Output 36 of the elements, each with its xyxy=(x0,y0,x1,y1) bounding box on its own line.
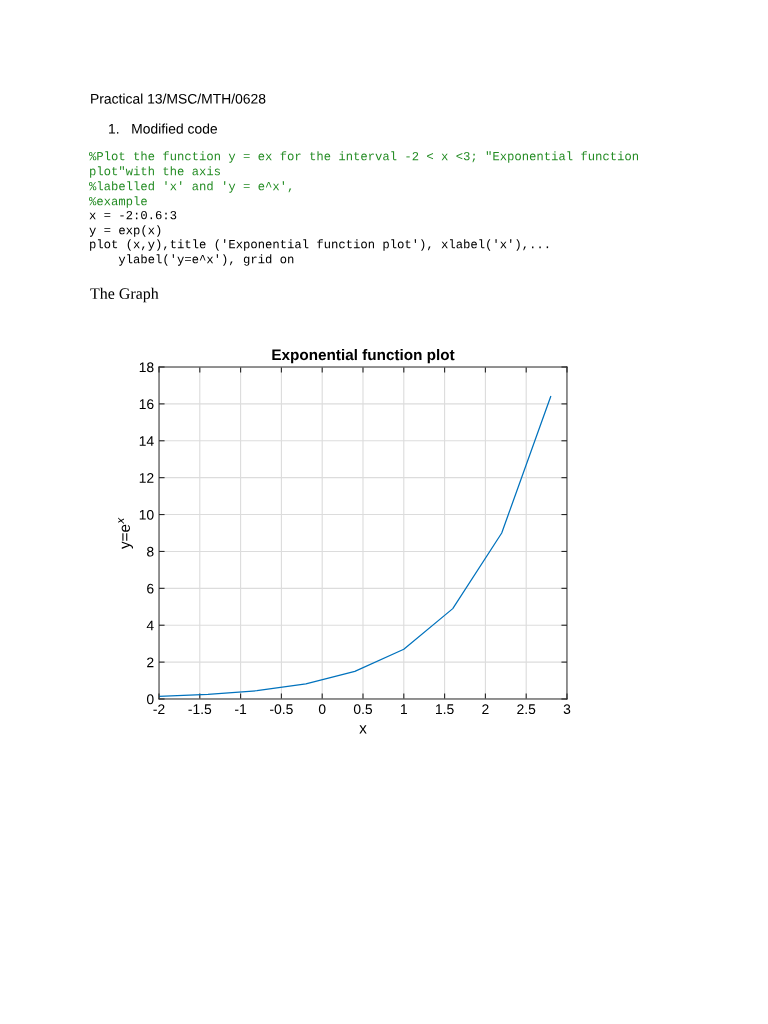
text: The Graph xyxy=(90,287,159,303)
x-tick-label: -1.5 xyxy=(188,704,212,715)
y-tick-label: 4 xyxy=(146,620,154,631)
x-tick-label: 0 xyxy=(318,704,326,715)
x-tick-label: 0.5 xyxy=(353,704,373,715)
text: ylabel('y=e^x'), grid on xyxy=(118,254,294,266)
y-tick-label: 2 xyxy=(147,657,154,668)
line-series xyxy=(159,395,552,698)
y-axis-title: y=e$^{x}$ xyxy=(118,517,134,549)
x-tick-label: -0.5 xyxy=(270,704,293,715)
y-tick-label: 12 xyxy=(139,473,154,483)
text: y = exp(x) xyxy=(89,225,161,237)
text: x = -2:0.6:3 xyxy=(89,210,177,220)
y-tick-label: 6 xyxy=(147,583,154,594)
y-tick-label: 8 xyxy=(147,546,154,557)
text: plot (x,y),title ('Exponential function plot'), xlabel('x'),... xyxy=(90,239,549,251)
x-tick-label: 1.5 xyxy=(436,704,454,715)
x-tick-label: 2.5 xyxy=(517,704,536,715)
y-tick-label: 10 xyxy=(139,509,154,520)
x-tick-label: 3 xyxy=(563,704,571,715)
text: 1. Modified code xyxy=(109,123,218,134)
y-tick-label: 14 xyxy=(139,436,154,446)
text: %Plot the function y = ex for the interval -2 < x <3; "Exponential function xyxy=(89,151,639,163)
y-tick-label: 16 xyxy=(139,399,154,410)
text: plot"with the axis xyxy=(90,166,221,178)
x-tick-label: 2 xyxy=(482,704,489,714)
y-tick-label: 0 xyxy=(146,694,154,705)
text: %example xyxy=(89,196,147,208)
y-tick-label: 18 xyxy=(139,362,154,373)
x-axis-title: x xyxy=(359,725,367,734)
x-tick-label: -2 xyxy=(153,704,165,714)
text: Practical 13/MSC/MTH/0628 xyxy=(91,93,266,104)
x-tick-label: -1 xyxy=(235,704,247,714)
text: %labelled 'x' and 'y = e^x', xyxy=(89,181,292,193)
chart-title: Exponential function plot xyxy=(272,348,455,364)
x-tick-label: 1 xyxy=(401,704,407,714)
